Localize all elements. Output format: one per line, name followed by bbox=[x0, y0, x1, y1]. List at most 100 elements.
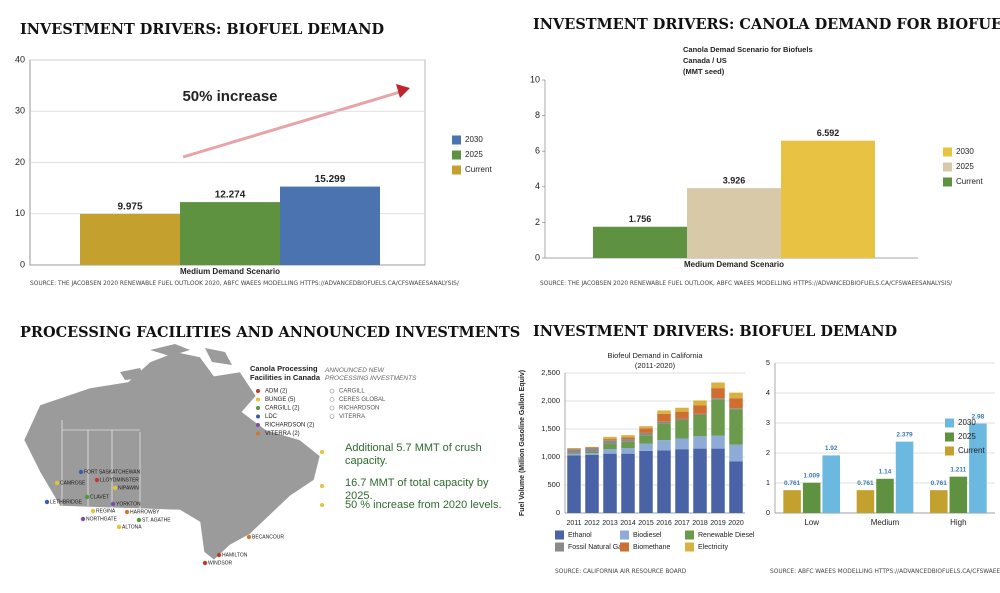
bar-segment bbox=[657, 413, 671, 422]
bar bbox=[687, 188, 781, 258]
bar bbox=[895, 441, 914, 513]
bar bbox=[280, 186, 380, 265]
source-note: SOURCE: THE JACOBSEN 2020 RENEWABLE FUEL… bbox=[540, 279, 952, 287]
legend-swatch bbox=[452, 150, 461, 160]
legend-label: 2025 bbox=[956, 162, 974, 171]
legend-swatch bbox=[943, 147, 952, 157]
bar-segment bbox=[675, 438, 689, 450]
bar-segment bbox=[639, 432, 653, 436]
bar-segment bbox=[657, 423, 671, 441]
canada-map bbox=[23, 351, 321, 561]
y-tick-label: 5 bbox=[766, 358, 770, 367]
bar-segment bbox=[693, 413, 707, 415]
legend-label: Biomethane bbox=[633, 544, 670, 551]
place-label: CLAVET bbox=[90, 494, 109, 500]
legend-label: CARGILL (2) bbox=[265, 406, 299, 412]
place-label: BECANCOUR bbox=[252, 534, 284, 540]
map-note: 50 % increase from 2020 levels. bbox=[345, 499, 502, 511]
bar-segment bbox=[639, 435, 653, 444]
bar-segment bbox=[729, 444, 743, 462]
bar-segment bbox=[711, 448, 725, 513]
place-label: YORKTON bbox=[116, 501, 141, 507]
bar-segment bbox=[675, 407, 689, 412]
legend-label: ADM (2) bbox=[265, 389, 287, 395]
bar-segment bbox=[603, 439, 617, 441]
bar-segment bbox=[621, 435, 635, 438]
annotation: 50% increase bbox=[182, 88, 277, 105]
y-tick-label: 10 bbox=[530, 74, 540, 84]
facility-dot bbox=[54, 480, 60, 486]
y-tick-label: 2 bbox=[766, 448, 770, 457]
bar-segment bbox=[711, 382, 725, 389]
legend-label: RICHARDSON (2) bbox=[265, 423, 314, 429]
bar-segment bbox=[729, 408, 743, 410]
place-label: HARROWBY bbox=[130, 509, 160, 515]
value-label: 1.92 bbox=[825, 445, 838, 452]
value-label: 2.98 bbox=[972, 413, 985, 420]
legend-swatch bbox=[620, 530, 629, 540]
bar-segment bbox=[729, 409, 743, 445]
y-tick-label: 0 bbox=[20, 259, 25, 269]
y-tick-label: 3 bbox=[766, 418, 770, 427]
source-note: SOURCE: CALIFORNIA AIR RESOURCE BOARD bbox=[555, 567, 687, 575]
x-tick-label: Low bbox=[804, 518, 819, 527]
bar-segment bbox=[639, 428, 653, 433]
x-tick-label: 2019 bbox=[710, 520, 726, 527]
map-note: 16.7 MMT of total capacity by 2025. bbox=[345, 477, 489, 502]
bar-segment bbox=[585, 451, 599, 454]
legend-title-new: ANNOUNCED NEW PROCESSING INVESTMENTS bbox=[325, 367, 417, 382]
legend-label: Biodiesel bbox=[633, 532, 662, 539]
legend-title: Canola Processing Facilities in Canada bbox=[250, 364, 321, 382]
bar-segment bbox=[693, 415, 707, 437]
legend-swatch bbox=[452, 165, 461, 175]
bar-segment bbox=[639, 443, 653, 451]
place-label: LETHBRIDGE bbox=[50, 499, 83, 505]
bar bbox=[593, 226, 687, 258]
bar-segment bbox=[711, 399, 725, 436]
legend-label: BUNGE (5) bbox=[265, 397, 295, 403]
legend-dot bbox=[256, 423, 260, 427]
y-tick-label: 8 bbox=[535, 110, 540, 120]
legend-dot bbox=[256, 414, 260, 419]
facility-dot bbox=[80, 516, 86, 522]
y-tick-label: 20 bbox=[15, 157, 25, 167]
bar-segment bbox=[675, 449, 689, 513]
x-tick-label: 2013 bbox=[602, 520, 618, 527]
legend-swatch bbox=[620, 542, 629, 552]
bar-segment bbox=[675, 411, 689, 419]
bar-segment bbox=[621, 439, 635, 442]
x-tick-label: Medium Demand Scenario bbox=[684, 260, 784, 269]
legend-swatch bbox=[685, 530, 694, 540]
legend-label: 2025 bbox=[465, 150, 483, 159]
facility-dot bbox=[202, 560, 208, 566]
legend-label: CERES GLOBAL bbox=[339, 397, 386, 403]
y-tick-label: 4 bbox=[535, 181, 540, 191]
legend-label: Current bbox=[958, 446, 985, 455]
panel-heading: INVESTMENT DRIVERS: CANOLA DEMAND FOR BI… bbox=[533, 16, 1000, 33]
legend-swatch bbox=[945, 432, 954, 442]
value-label: 9.975 bbox=[117, 202, 142, 213]
legend-label: RICHARDSON bbox=[339, 406, 379, 412]
place-label: FORT SASKATCHEWAN bbox=[84, 469, 141, 475]
y-tick-label: 40 bbox=[15, 54, 25, 64]
bar-segment bbox=[657, 440, 671, 451]
y-tick-label: 2,500 bbox=[541, 368, 560, 377]
bar-segment bbox=[621, 441, 635, 449]
map-note: Additional 5.7 MMT of crush capacity. bbox=[345, 442, 482, 467]
value-label: 1.14 bbox=[879, 469, 892, 476]
facility-dot bbox=[110, 501, 116, 507]
chart-subtitle: (MMT seed) bbox=[683, 67, 725, 76]
bar-segment bbox=[603, 453, 617, 513]
bar bbox=[802, 482, 821, 513]
note-bullet bbox=[320, 484, 324, 488]
bar-segment bbox=[567, 453, 581, 455]
bar-segment bbox=[567, 448, 581, 449]
legend-dot bbox=[256, 406, 260, 410]
y-tick-label: 1 bbox=[766, 478, 770, 487]
legend-dot bbox=[256, 397, 260, 402]
panel-heading: INVESTMENT DRIVERS: BIOFUEL DEMAND bbox=[20, 21, 384, 38]
bar-segment bbox=[621, 437, 635, 440]
bar-segment bbox=[585, 454, 599, 513]
note-bullet bbox=[320, 503, 324, 507]
